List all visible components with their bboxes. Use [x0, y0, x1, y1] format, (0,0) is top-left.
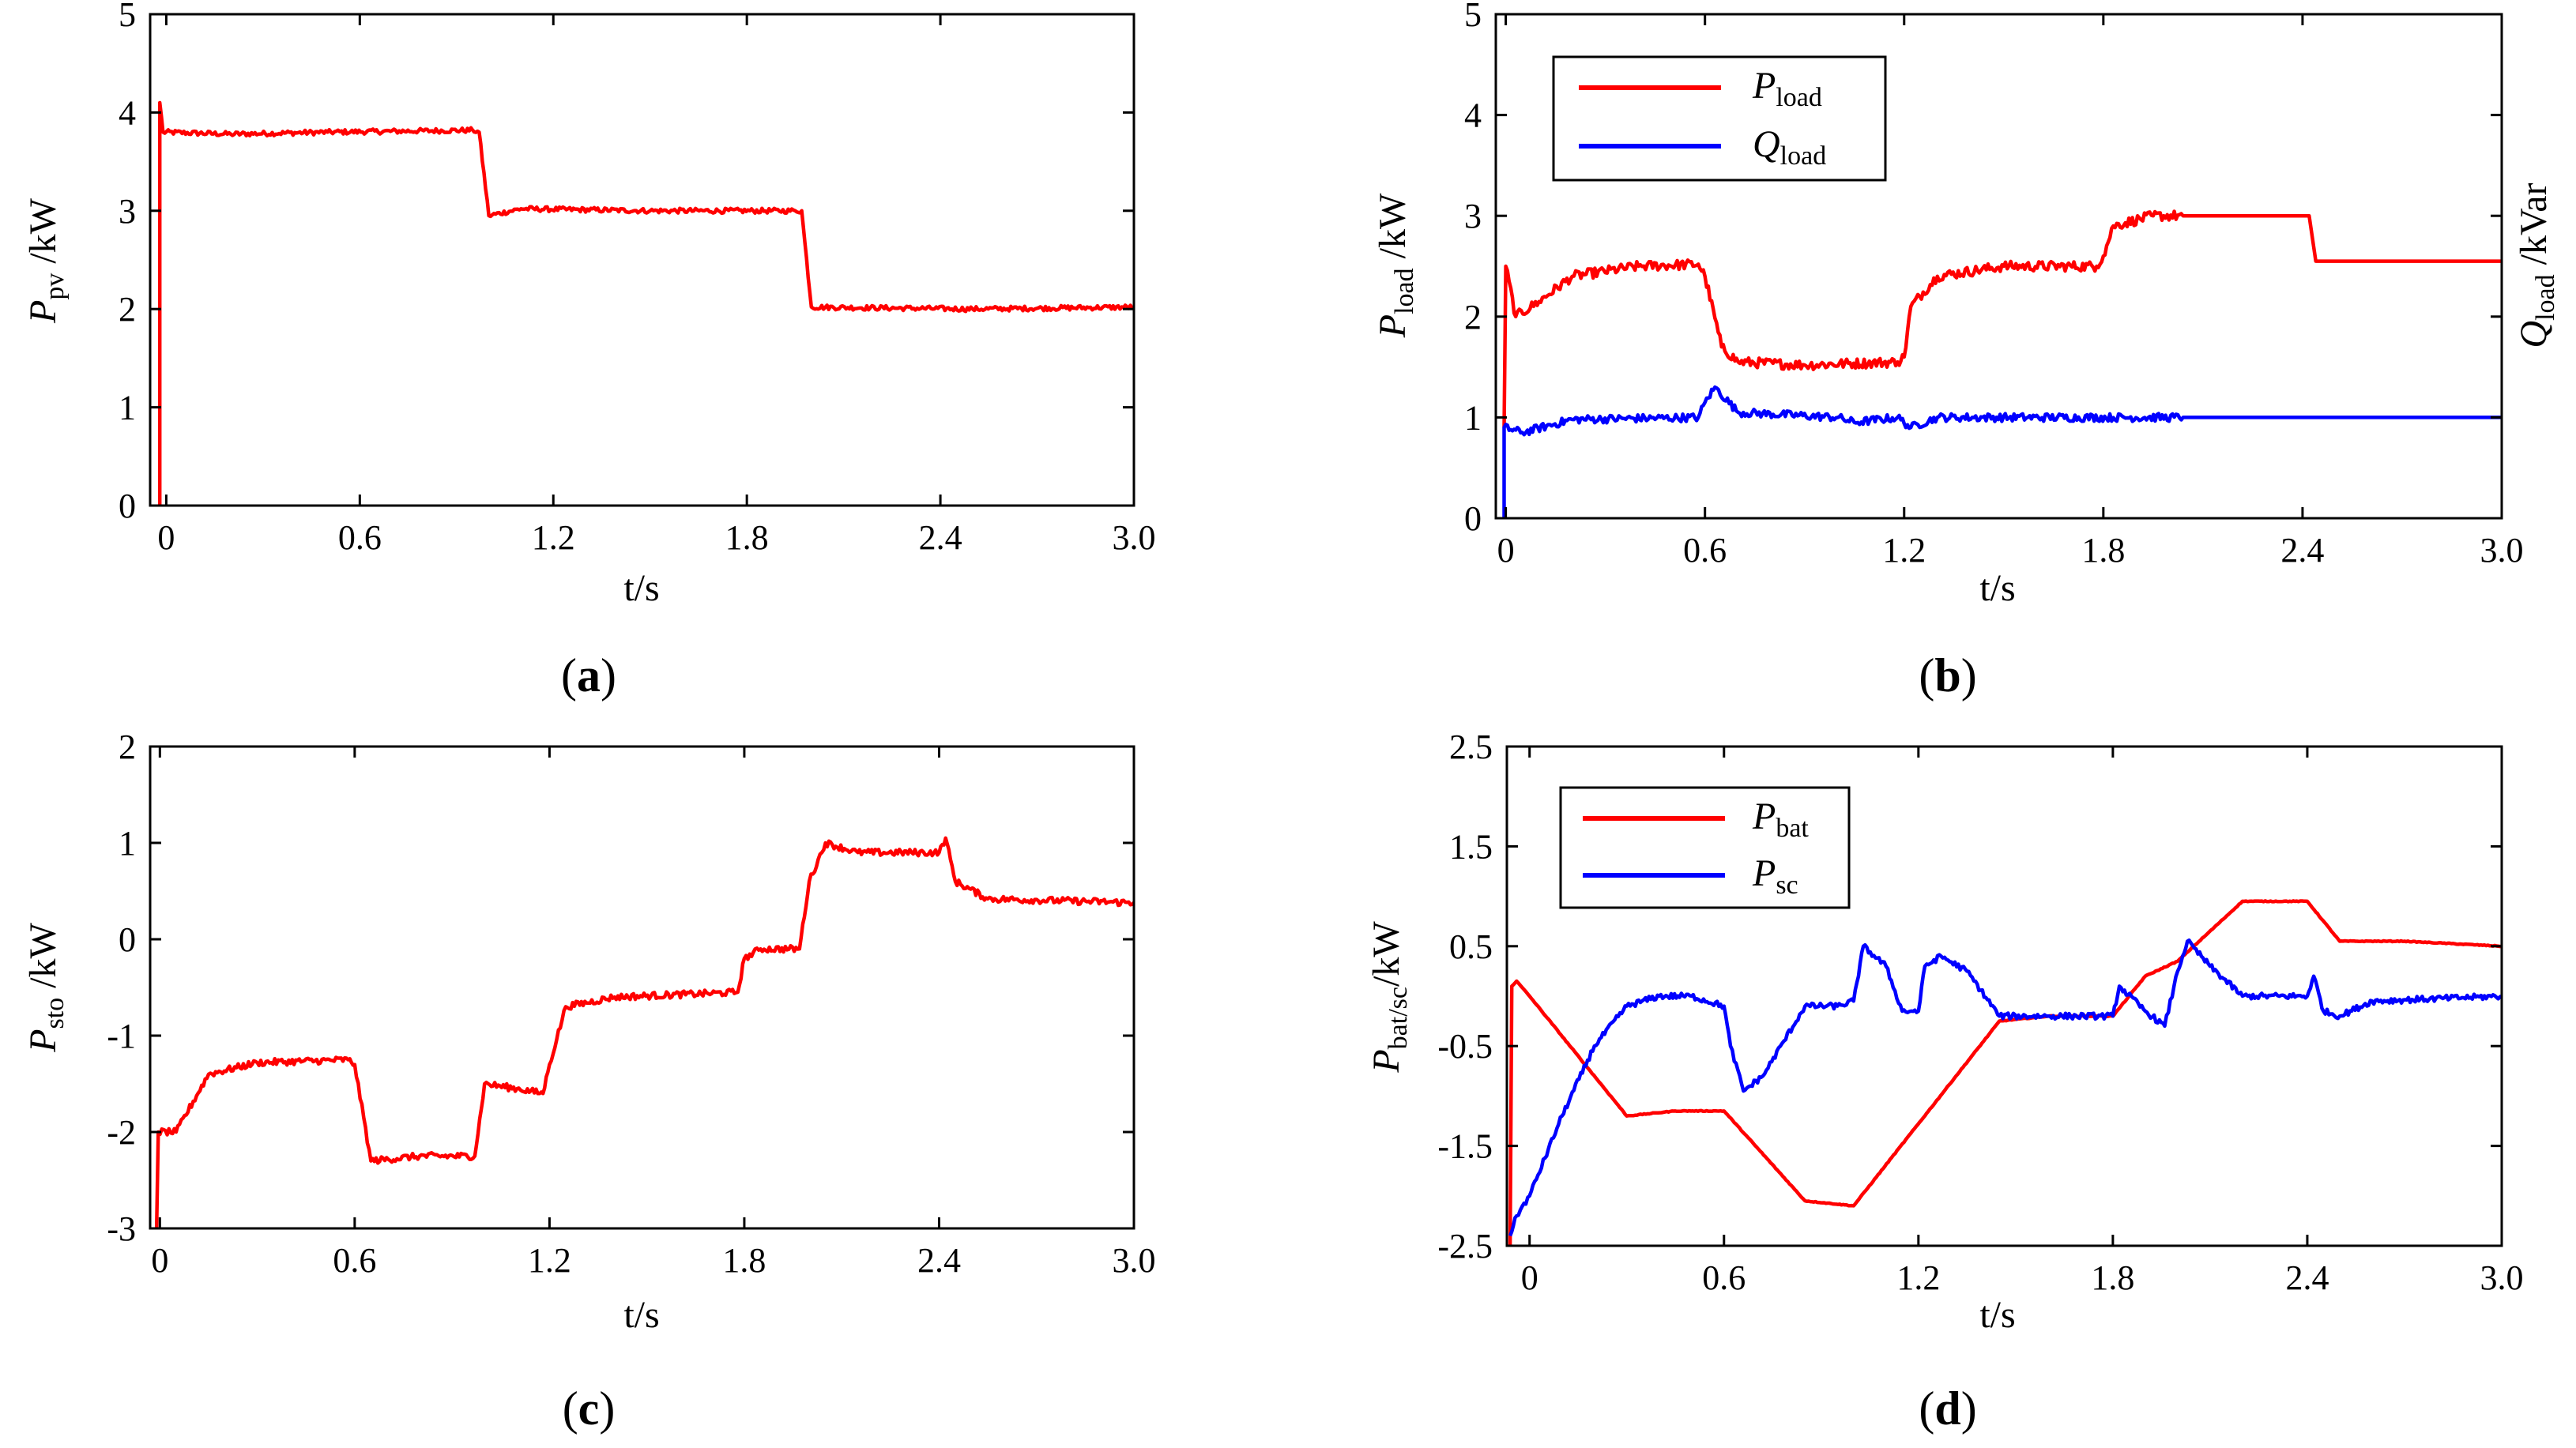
panel-c-xlabel: t/s: [623, 1294, 659, 1336]
panel-d-ytick-label: 1.5: [1449, 827, 1493, 866]
panel-b-xtick-label: 1.8: [2081, 531, 2125, 570]
panel-b-xlabel: t/s: [1979, 567, 2015, 609]
panel-a-ytick-label: 0: [119, 487, 136, 525]
panel-b-label: (b): [1919, 649, 1976, 701]
panel-c-xtick-label: 3.0: [1113, 1241, 1156, 1280]
panel-c-ytick-label: -1: [107, 1017, 136, 1055]
panel-c-ytick-label: 2: [119, 728, 136, 766]
panel-d: 0 0.6 1.2 1.8 2.4 3.0 -2.5 -1.5 -0.5 0.5 1.5 2.5 P…: [1365, 728, 2524, 1435]
panel-a-xtick-label: 2.4: [919, 518, 962, 557]
panel-c-ytick-label: 1: [119, 824, 136, 863]
panel-d-ytick-label: -2.5: [1437, 1227, 1493, 1266]
panel-d-ytick-label: 0.5: [1449, 927, 1493, 966]
panel-b-series-p_load-line: [1502, 209, 2502, 428]
panel-b-ytick-label: 5: [1464, 0, 1482, 34]
panel-a-ylabel: Ppv /kW: [22, 197, 70, 324]
panel-d-series: [1508, 899, 2502, 1247]
panel-c-ytick-label: 0: [119, 920, 136, 959]
panel-d-xticks: 0 0.6 1.2 1.8 2.4 3.0: [1521, 747, 2524, 1297]
panel-b-legend-box: [1552, 55, 1887, 182]
panel-b-ylabel-right: Qload /kVar: [2513, 182, 2560, 348]
panel-d-xtick-label: 1.2: [1896, 1258, 1940, 1297]
panel-a-yticks: 0 1 2 3 4 5: [119, 0, 1134, 525]
panel-b-ytick-label: 1: [1464, 398, 1482, 437]
panel-c-ylabel: Psto /kW: [22, 922, 70, 1052]
panel-d-ytick-label: -1.5: [1437, 1127, 1493, 1166]
panel-c-yticks: -3 -2 -1 0 1 2: [107, 728, 1134, 1248]
panel-a-xtick-label: 0: [157, 518, 175, 557]
panel-c-xticks: 0 0.6 1.2 1.8 2.4 3.0: [151, 747, 1156, 1280]
panel-d-series-p_bat-line: [1508, 899, 2502, 1247]
panel-a-ytick-label: 5: [119, 0, 136, 34]
panel-c-xtick-label: 2.4: [917, 1241, 961, 1280]
panel-b-yticks: 0 1 2 3 4 5: [1464, 0, 2502, 538]
panel-b-xtick-label: 2.4: [2280, 531, 2324, 570]
panel-a-xtick-label: 0.6: [338, 518, 382, 557]
panel-b-ytick-label: 4: [1464, 96, 1482, 135]
panel-d-ylabel: Pbat/sc/kW: [1365, 921, 1413, 1074]
panel-a-ytick-label: 3: [119, 192, 136, 231]
panel-a-xtick-label: 1.8: [725, 518, 769, 557]
panel-a-xtick-label: 3.0: [1113, 518, 1156, 557]
panel-c-xtick-label: 0.6: [333, 1241, 376, 1280]
panel-c-frame: [149, 745, 1135, 1230]
panel-d-xlabel: t/s: [1979, 1294, 2015, 1336]
panel-d-yticks: -2.5 -1.5 -0.5 0.5 1.5 2.5: [1437, 728, 2502, 1266]
panel-b-legend: Pload Qload: [1552, 55, 1887, 182]
panel-c-xtick-label: 0: [151, 1241, 168, 1280]
panel-b-ytick-label: 0: [1464, 499, 1482, 538]
panel-c-ytick-label: -3: [107, 1209, 136, 1248]
panel-d-legend-box: [1559, 786, 1851, 909]
panel-d-legend-label-1: Psc: [1752, 852, 1798, 900]
panel-d-xtick-label: 3.0: [2480, 1258, 2524, 1297]
panel-c-label: (c): [563, 1382, 616, 1435]
panel-b-xticks: 0 0.6 1.2 1.8 2.4 3.0: [1497, 14, 2524, 570]
panel-c-xtick-label: 1.8: [722, 1241, 766, 1280]
panel-a-ytick-label: 4: [119, 93, 136, 132]
panel-a-frame: [149, 13, 1135, 507]
panel-a-xticks: 0 0.6 1.2 1.8 2.4 3.0: [157, 14, 1156, 557]
panel-a-series-p_pv-line: [157, 100, 1134, 506]
panel-a-xtick-label: 1.2: [532, 518, 575, 557]
panel-d-xtick-label: 1.8: [2091, 1258, 2134, 1297]
panel-d-xtick-label: 0.6: [1702, 1258, 1746, 1297]
panel-b-ylabel: Pload /kW: [1372, 193, 1419, 338]
panel-a-ytick-label: 1: [119, 389, 136, 427]
panel-b-ytick-label: 3: [1464, 197, 1482, 235]
panel-d-legend-label-0: Pbat: [1752, 795, 1809, 843]
panel-c-xtick-label: 1.2: [528, 1241, 571, 1280]
panel-d-label: (d): [1919, 1382, 1976, 1435]
panel-b-legend-label-0: Pload: [1752, 65, 1822, 112]
panel-c-ytick-label: -2: [107, 1113, 136, 1152]
panel-b-xtick-label: 1.2: [1882, 531, 1926, 570]
panel-d-ytick-label: -0.5: [1437, 1027, 1493, 1066]
panel-a-label: (a): [561, 649, 616, 701]
panel-b-series-q_load-line: [1502, 385, 2502, 518]
panel-c-series: [154, 836, 1134, 1229]
panel-d-series-p_sc-line: [1508, 938, 2502, 1237]
panel-a-xlabel: t/s: [623, 567, 659, 609]
panel-a-ytick-label: 2: [119, 290, 136, 329]
panel-b-ytick-label: 2: [1464, 298, 1482, 337]
panel-d-xtick-label: 2.4: [2285, 1258, 2329, 1297]
panel-c-series-p_sto-line: [154, 836, 1134, 1229]
panel-d-ytick-label: 2.5: [1449, 728, 1493, 766]
panel-a-series: [157, 100, 1134, 506]
panel-b-xtick-label: 3.0: [2480, 531, 2524, 570]
panel-a: 0 0.6 1.2 1.8 2.4 3.0 0 1 2 3 4 5 t/s Ppv /kW (a): [22, 0, 1156, 701]
panel-b-frame: [1494, 13, 2503, 520]
panel-b-series: [1502, 209, 2502, 518]
panel-b-xtick-label: 0.6: [1683, 531, 1727, 570]
panel-d-legend: Pbat Psc: [1559, 786, 1851, 909]
panel-b-legend-label-1: Qload: [1753, 123, 1826, 171]
panel-b-xtick-label: 0: [1497, 531, 1515, 570]
panel-d-xtick-label: 0: [1521, 1258, 1538, 1297]
panel-d-frame: [1505, 745, 2503, 1247]
